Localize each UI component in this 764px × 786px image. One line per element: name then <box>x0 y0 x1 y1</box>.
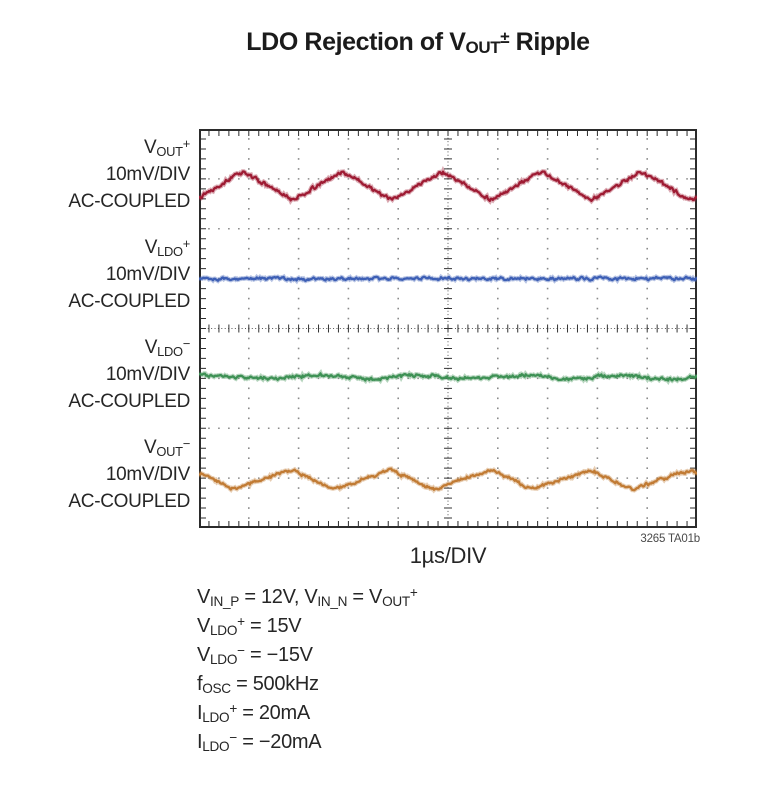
waveform-trace-0 <box>199 170 697 203</box>
trace-scale: 10mV/DIV <box>105 164 190 185</box>
trace-coupling: AC-COUPLED <box>68 291 190 312</box>
trace-labels: VOUT+ 10mV/DIV AC-COUPLED VLDO+ 10mV/DIV AC-C… <box>0 0 190 560</box>
trace-scale: 10mV/DIV <box>105 264 190 285</box>
trace-label-group: VOUT+ 10mV/DIV AC-COUPLED <box>0 134 190 215</box>
trace-coupling: AC-COUPLED <box>68 391 190 412</box>
condition-line: ILDO− = −20mA <box>197 730 322 754</box>
waveform-trace-fuzz-3 <box>199 465 697 494</box>
chart-title: LDO Rejection of VOUT± Ripple <box>246 27 590 58</box>
figure-note: 3265 TA01b <box>640 533 700 545</box>
condition-line: VLDO+ = 15V <box>197 614 302 638</box>
condition-line: ILDO+ = 20mA <box>197 701 310 725</box>
condition-line: VIN_P = 12V, VIN_N = VOUT+ <box>197 585 418 609</box>
waveform-trace-2 <box>199 372 697 382</box>
plot-border <box>199 129 697 528</box>
trace-name: VLDO− <box>144 335 191 359</box>
border-ticks <box>200 130 696 527</box>
waveform-trace-3 <box>199 467 697 492</box>
trace-scale: 10mV/DIV <box>105 364 190 385</box>
trace-scale: 10mV/DIV <box>105 464 190 485</box>
trace-name: VLDO+ <box>144 235 191 259</box>
oscilloscope-plot <box>199 129 697 528</box>
trace-coupling: AC-COUPLED <box>68 191 190 212</box>
center-axis-ticks <box>208 138 688 519</box>
waveform-trace-1 <box>199 275 697 282</box>
condition-line: fOSC = 500kHz <box>197 673 319 696</box>
trace-label-group: VOUT− 10mV/DIV AC-COUPLED <box>0 434 190 515</box>
trace-name: VOUT− <box>144 435 190 459</box>
trace-label-group: VLDO+ 10mV/DIV AC-COUPLED <box>0 234 190 315</box>
test-conditions: VIN_P = 12V, VIN_N = VOUT+ VLDO+ = 15V VLD… <box>197 583 418 757</box>
trace-coupling: AC-COUPLED <box>68 491 190 512</box>
x-axis-label: 1µs/DIV <box>409 543 487 568</box>
trace-label-group: VLDO− 10mV/DIV AC-COUPLED <box>0 334 190 415</box>
condition-line: VLDO− = −15V <box>197 643 313 667</box>
trace-name: VOUT+ <box>144 135 190 159</box>
